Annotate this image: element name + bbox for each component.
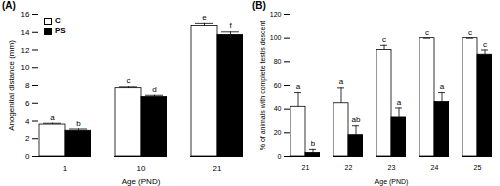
svg-text:60: 60	[274, 82, 282, 89]
svg-text:Age (PND): Age (PND)	[122, 177, 161, 186]
svg-text:16: 16	[21, 10, 30, 19]
svg-text:14: 14	[21, 28, 30, 37]
svg-text:a: a	[440, 82, 445, 91]
html-text:(B): (B)	[252, 0, 266, 11]
svg-text:6: 6	[25, 99, 30, 108]
svg-text:2: 2	[25, 134, 30, 143]
svg-text:e: e	[202, 13, 207, 22]
svg-text:0: 0	[278, 153, 282, 160]
svg-text:1: 1	[63, 164, 68, 173]
svg-text:100: 100	[270, 34, 282, 41]
svg-text:20: 20	[274, 129, 282, 136]
svg-text:12: 12	[21, 46, 30, 55]
svg-text:120: 120	[270, 11, 282, 18]
svg-text:c: c	[468, 28, 472, 37]
svg-text:0: 0	[25, 152, 30, 161]
svg-text:25: 25	[474, 164, 482, 171]
svg-text:80: 80	[274, 58, 282, 65]
svg-text:21: 21	[302, 164, 310, 171]
svg-text:a: a	[50, 113, 55, 122]
svg-text:10: 10	[21, 63, 30, 72]
html-text:PS: PS	[55, 26, 66, 35]
svg-text:Age (PND): Age (PND)	[375, 178, 409, 186]
svg-text:4: 4	[25, 117, 30, 126]
svg-text:b: b	[76, 119, 81, 128]
svg-text:10: 10	[137, 164, 146, 173]
svg-text:a: a	[339, 77, 344, 86]
svg-text:f: f	[229, 21, 232, 30]
svg-text:Anogenital distance (mm): Anogenital distance (mm)	[7, 40, 16, 131]
svg-text:b: b	[311, 139, 316, 148]
svg-text:c: c	[127, 76, 131, 85]
svg-text:c: c	[425, 28, 429, 37]
svg-text:ab: ab	[352, 115, 361, 124]
svg-text:23: 23	[388, 164, 396, 171]
svg-text:21: 21	[213, 164, 222, 173]
svg-text:c: c	[382, 35, 386, 44]
html-text:C: C	[55, 16, 61, 25]
svg-text:22: 22	[345, 164, 353, 171]
svg-text:% of animals with complete tes: % of animals with complete testis descen…	[259, 21, 267, 151]
svg-text:a: a	[296, 82, 301, 91]
svg-text:c: c	[483, 40, 487, 49]
html-text:(A): (A)	[2, 0, 16, 11]
svg-text:40: 40	[274, 105, 282, 112]
svg-text:d: d	[152, 85, 156, 94]
svg-text:a: a	[397, 98, 402, 107]
svg-text:8: 8	[25, 81, 30, 90]
svg-text:24: 24	[431, 164, 439, 171]
